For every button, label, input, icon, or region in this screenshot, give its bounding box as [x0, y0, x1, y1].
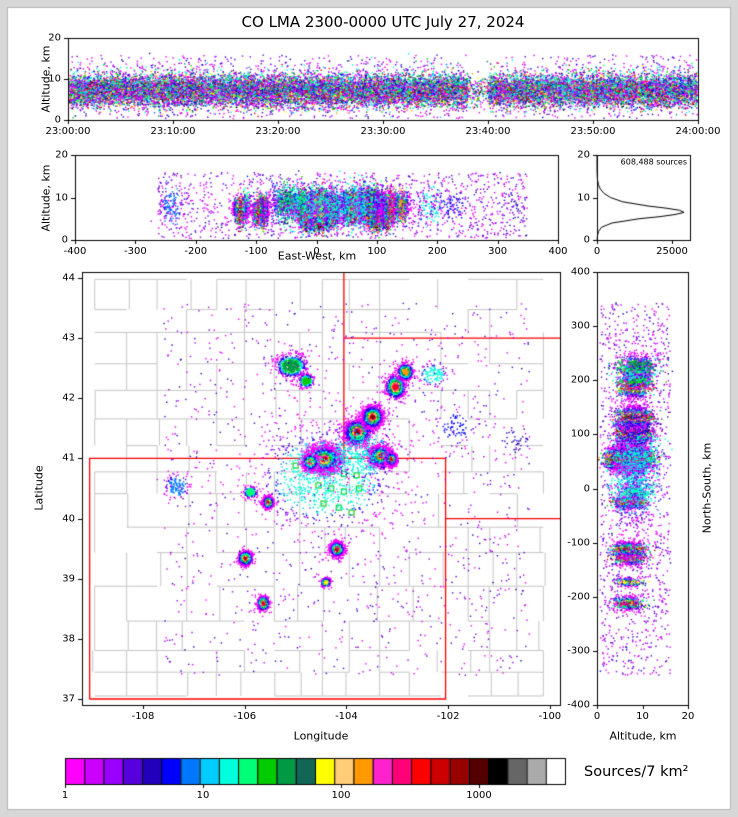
tick-label: 20	[55, 149, 68, 161]
tick-label: -400	[63, 246, 87, 257]
tick-label: 24:00:00	[675, 126, 721, 137]
tick-label: -400	[567, 699, 590, 711]
tick-label: -300	[567, 645, 590, 657]
tick-label: 23:40:00	[465, 126, 511, 137]
ns-panel-xlabel: Altitude, km	[609, 729, 677, 743]
tick-label: 20	[577, 149, 590, 161]
tick-label: 0	[583, 234, 590, 246]
source-count-annotation: 608,488 sources	[620, 157, 687, 167]
tick-label: 0	[61, 234, 68, 246]
ew-panel-xlabel: East-West, km	[277, 249, 357, 263]
tick-label: 10	[48, 73, 61, 85]
tick-label: 44	[62, 272, 75, 284]
tick-label: -200	[184, 246, 208, 257]
tick-label: 20	[48, 32, 61, 44]
tick-label: 23:20:00	[255, 126, 301, 137]
tick-label: 100	[570, 428, 590, 440]
ns-panel-ylabel: North-South, km	[700, 442, 714, 534]
tick-label: 23:30:00	[360, 126, 406, 137]
tick-label: -100	[567, 537, 590, 549]
tick-label: -106	[233, 711, 257, 722]
tick-label: -200	[567, 591, 590, 603]
tick-label: 23:10:00	[150, 126, 196, 137]
tick-label: 0	[313, 246, 320, 257]
tick-label: 200	[570, 374, 590, 386]
tick-label: 200	[427, 246, 447, 257]
tick-label: -300	[124, 246, 147, 257]
tick-label: 0	[593, 711, 601, 722]
tick-label: -100	[538, 711, 562, 722]
ew-panel-ylabel: Altitude, km	[39, 164, 53, 232]
tick-label: 300	[570, 320, 590, 332]
tick-label: 0	[593, 246, 601, 257]
tick-label: 10	[577, 192, 590, 203]
tick-label: 100	[331, 790, 351, 801]
tick-label: 25000	[656, 246, 688, 257]
tick-label: 20	[681, 711, 695, 722]
tick-label: 10	[196, 790, 210, 801]
colorbar-label: Sources/7 km²	[584, 764, 689, 780]
tick-label: 10	[55, 192, 68, 203]
map-ylabel: Latitude	[32, 465, 46, 511]
tick-label: -104	[335, 711, 358, 722]
tick-label: 0	[583, 483, 590, 494]
figure-title: CO LMA 2300-0000 UTC July 27, 2024	[241, 13, 525, 31]
tick-label: -108	[131, 711, 155, 722]
map-xlabel: Longitude	[293, 729, 349, 743]
tick-label: 42	[62, 392, 75, 404]
tick-label: -102	[436, 711, 460, 722]
tick-label: 10	[636, 711, 649, 722]
tick-label: -100	[244, 246, 268, 257]
tick-label: 23:50:00	[570, 126, 616, 137]
tick-label: 1	[61, 790, 69, 801]
tick-label: 100	[367, 246, 387, 257]
tick-label: 41	[62, 452, 75, 464]
tick-label: 40	[62, 513, 75, 525]
tick-label: 400	[548, 246, 568, 257]
tick-label: 1000	[466, 790, 492, 801]
tick-label: 39	[62, 573, 75, 585]
tick-label: 0	[54, 114, 61, 126]
tick-label: 43	[62, 332, 75, 344]
tick-label: 300	[488, 246, 508, 257]
tick-label: 37	[62, 693, 75, 705]
tick-label: 23:00:00	[45, 126, 91, 137]
tick-label: 400	[570, 266, 590, 278]
tick-label: 38	[62, 633, 75, 645]
